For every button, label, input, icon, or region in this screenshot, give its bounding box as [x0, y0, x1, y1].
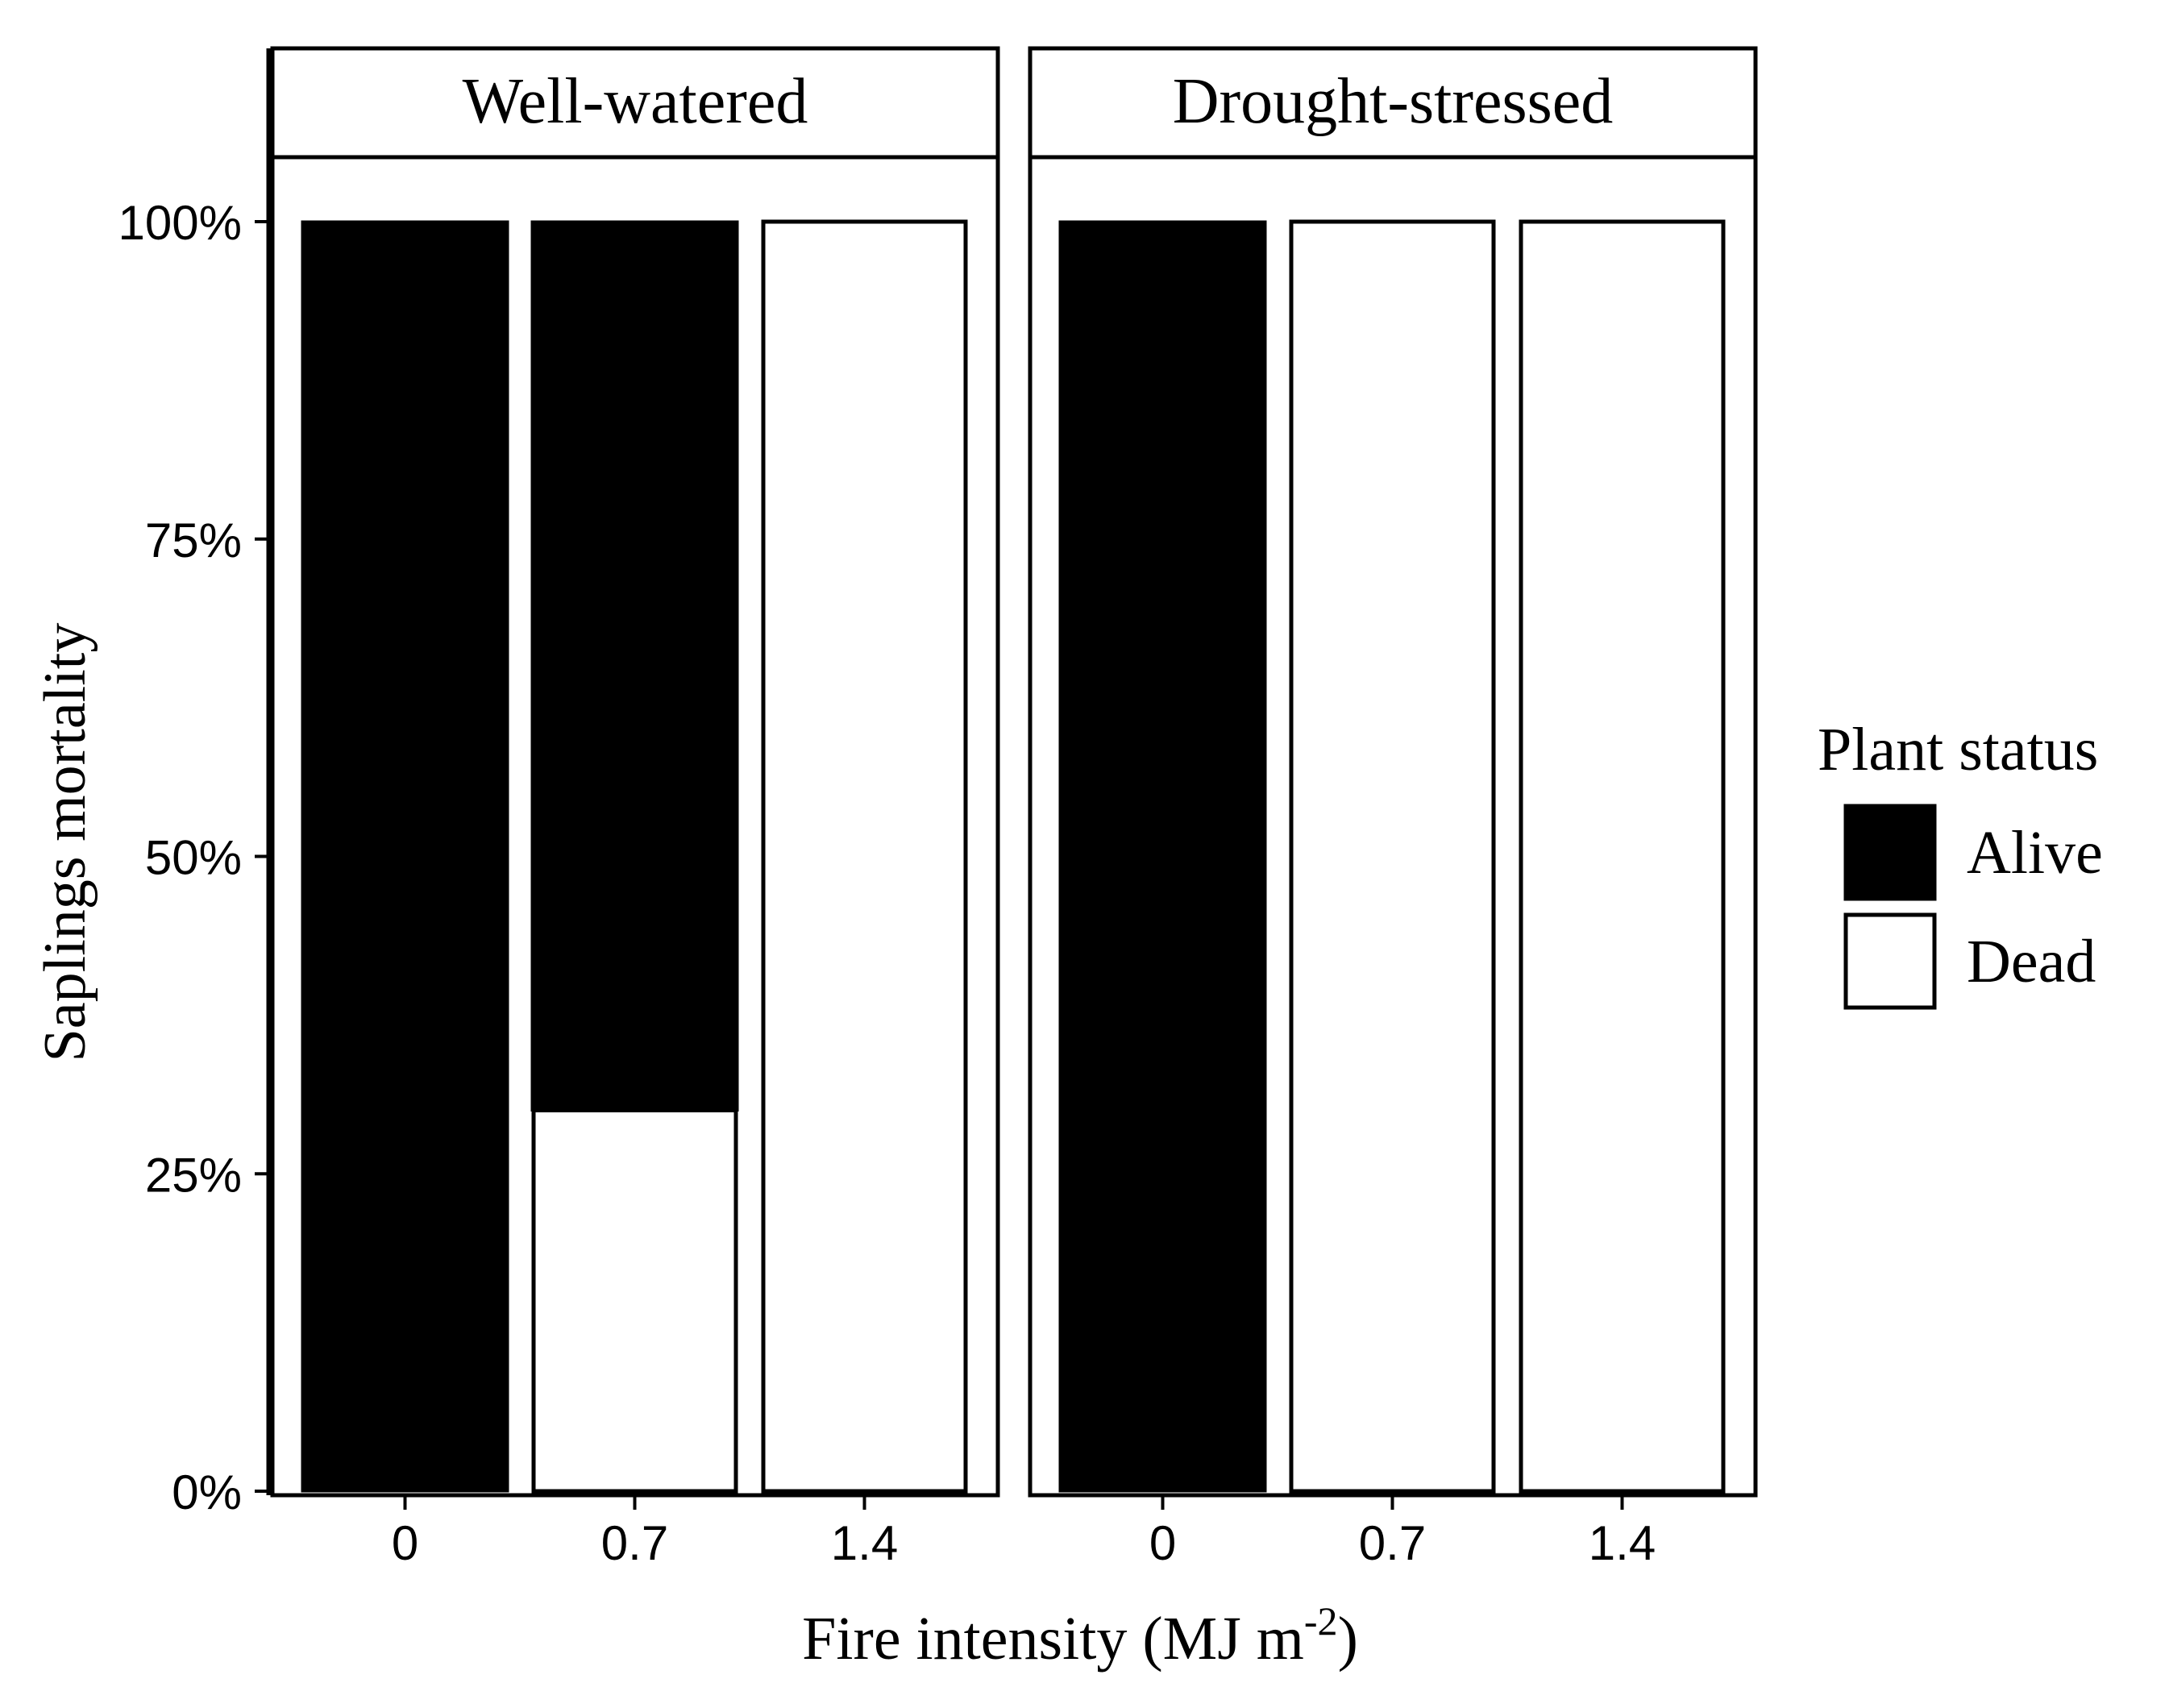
x-axis-label-end: ): [1338, 1605, 1358, 1673]
y-tick-label: 50%: [145, 831, 242, 885]
bar-dead: [1289, 219, 1496, 1494]
facet-strip-label: Well-watered: [463, 66, 808, 137]
x-tick-label: 0: [1149, 1516, 1176, 1570]
bar-alive: [301, 220, 509, 1493]
legend-entries: Alive Dead: [1843, 804, 2103, 1010]
panel-1: Drought-stressed 0 0.7 1.4: [1028, 46, 1758, 1570]
x-axis-label-main: Fire intensity (MJ m: [802, 1605, 1304, 1673]
facet-strip-label: Drought-stressed: [1173, 66, 1614, 137]
x-tick-label: 1.4: [831, 1516, 898, 1570]
legend-key-alive: [1843, 804, 1937, 901]
y-tick-label: 25%: [145, 1148, 242, 1202]
panels: Well-watered 0 0.7 1.4 Drought-stressed 0 0.7 1…: [270, 46, 1758, 1570]
panel-0: Well-watered 0 0.7 1.4: [270, 46, 1000, 1570]
x-tick-label: 0.7: [1359, 1516, 1426, 1570]
x-axis-label: Fire intensity (MJ m-2): [802, 1598, 1358, 1673]
bar-alive: [1058, 220, 1267, 1493]
legend-label: Dead: [1967, 928, 2096, 995]
y-axis-label: Saplings mortality: [32, 623, 98, 1062]
x-axis-label-superscript: -2: [1304, 1598, 1338, 1644]
bar-dead: [761, 219, 968, 1494]
x-tick-label: 0.7: [601, 1516, 668, 1570]
x-tick-label: 1.4: [1589, 1516, 1656, 1570]
y-tick-label: 75%: [145, 513, 242, 567]
legend-title: Plant status: [1818, 716, 2098, 783]
x-tick-label: 0: [392, 1516, 418, 1570]
facet-strip: [1028, 46, 1758, 160]
legend-key-dead: [1843, 912, 1937, 1010]
y-tick-label: 0%: [172, 1465, 242, 1519]
y-tick-label: 100%: [118, 196, 242, 250]
legend: Plant status Alive Dead: [1818, 716, 2103, 1010]
bar-dead: [1519, 219, 1726, 1494]
bar-alive: [530, 220, 739, 1112]
bar-dead: [531, 1108, 738, 1494]
y-ticks: 0% 25% 50% 75% 100%: [118, 196, 268, 1519]
legend-label: Alive: [1967, 819, 2103, 887]
